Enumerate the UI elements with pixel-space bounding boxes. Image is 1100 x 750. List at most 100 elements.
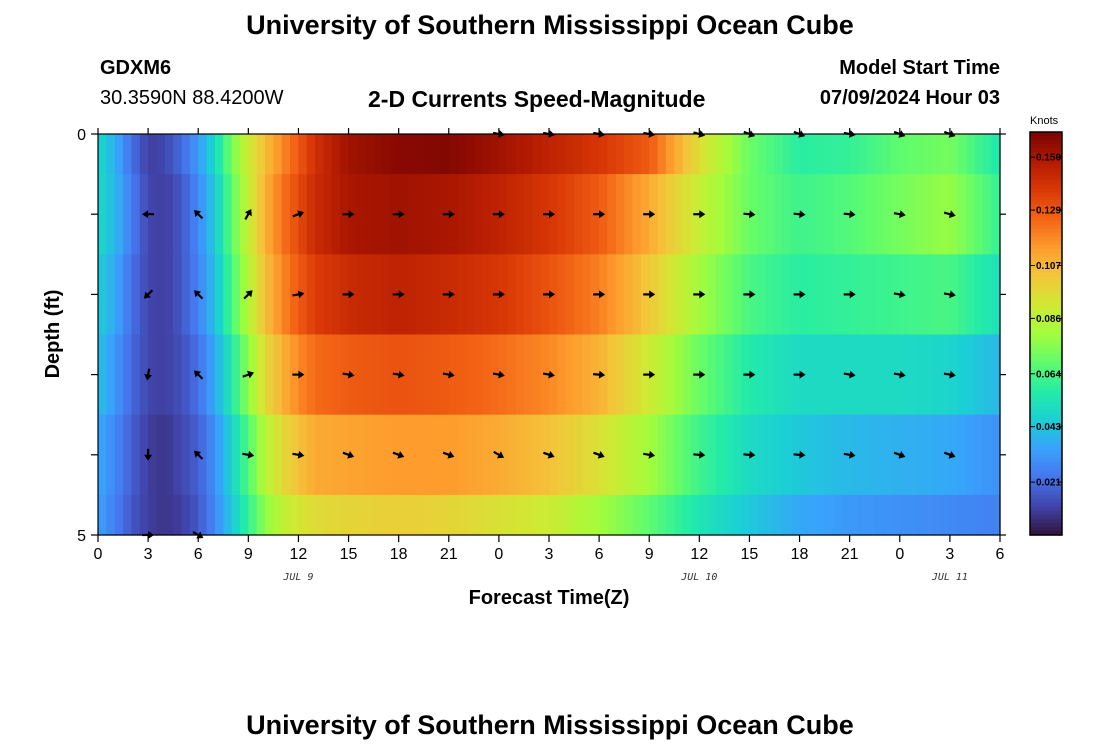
heatmap-cell: [774, 414, 784, 496]
heatmap-cell: [306, 134, 316, 175]
heatmap-cell: [123, 494, 133, 536]
heatmap-cell: [206, 254, 216, 336]
heatmap-cell: [899, 134, 909, 175]
heatmap-cell: [724, 334, 734, 416]
heatmap-cell: [373, 334, 383, 416]
heatmap-cell: [916, 134, 926, 175]
heatmap-cell: [958, 494, 968, 536]
colorbar-segment: [1030, 442, 1062, 447]
heatmap-cell: [540, 414, 550, 496]
current-vector: [793, 450, 806, 459]
colorbar-segment: [1030, 349, 1062, 355]
heatmap-cell: [114, 414, 124, 496]
heatmap-cell: [757, 414, 767, 496]
heatmap-cell: [816, 134, 826, 175]
heatmap-cell: [231, 494, 241, 536]
heatmap-cell: [306, 494, 316, 536]
heatmap-cell: [824, 254, 834, 336]
current-vector: [342, 210, 355, 219]
model-start-value: 07/09/2024 Hour 03: [819, 87, 1000, 109]
heatmap-cell: [858, 494, 867, 536]
vector-head: [749, 210, 756, 219]
heatmap-cell: [924, 134, 934, 175]
heatmap-cell: [707, 254, 717, 336]
heatmap-cell: [448, 134, 458, 175]
heatmap-cell: [599, 414, 609, 496]
heatmap-cell: [674, 334, 684, 416]
heatmap-cell: [123, 254, 133, 336]
heatmap-cell: [991, 254, 1001, 336]
colorbar-segment: [1030, 168, 1062, 173]
heatmap-cell: [206, 414, 216, 496]
heatmap-cell: [315, 134, 325, 175]
heatmap-cell: [265, 174, 274, 255]
heatmap-cell: [807, 494, 817, 536]
vector-head: [398, 210, 405, 219]
footer-title: University of Southern Mississippi Ocean…: [246, 710, 854, 740]
heatmap-cell: [883, 174, 893, 255]
y-tick-label: 0: [77, 127, 86, 144]
heatmap-cell: [490, 414, 500, 496]
heatmap-cell: [632, 494, 642, 536]
heatmap-cell: [206, 174, 216, 255]
heatmap-cell: [724, 174, 734, 255]
heatmap-cell: [983, 174, 993, 255]
heatmap-cell: [657, 174, 667, 255]
heatmap-cell: [582, 334, 592, 416]
heatmap-cell: [381, 174, 391, 255]
vector-head: [297, 210, 305, 218]
heatmap-cell: [916, 254, 926, 336]
heatmap-cell: [632, 334, 642, 416]
current-vector: [342, 451, 355, 459]
heatmap-cell: [657, 494, 667, 536]
heatmap-cell: [298, 134, 308, 175]
heatmap-cell: [966, 134, 976, 175]
current-vector: [292, 290, 305, 299]
heatmap-cell: [340, 414, 350, 496]
colorbar-segment: [1030, 365, 1062, 371]
heatmap-cell: [557, 174, 567, 255]
colorbar-segment: [1030, 305, 1062, 310]
heatmap-cell: [465, 494, 475, 536]
heatmap-cell: [256, 414, 266, 496]
heatmap-cell: [248, 494, 258, 536]
heatmap-cell: [123, 414, 133, 496]
vector-head: [699, 450, 706, 459]
current-vector: [943, 290, 956, 299]
vector-head: [648, 450, 656, 459]
heatmap-cell: [624, 174, 634, 255]
heatmap-cell: [774, 174, 784, 255]
heatmap-cell: [373, 494, 383, 536]
colorbar-segment: [1030, 264, 1062, 270]
heatmap-cell: [757, 174, 767, 255]
current-vector: [743, 450, 756, 459]
heatmap-cell: [874, 254, 884, 336]
heatmap-cell: [507, 414, 517, 496]
heatmap-cell: [331, 414, 341, 496]
colorbar-segment: [1030, 325, 1062, 331]
current-vector: [242, 370, 254, 379]
vector-head: [597, 451, 605, 459]
vector-head: [498, 290, 505, 299]
heatmap-cell: [198, 334, 208, 416]
heatmap-cell: [832, 174, 842, 255]
heatmap-cell: [883, 494, 893, 536]
heatmap-cell: [407, 254, 416, 336]
heatmap-cell: [265, 494, 274, 536]
heatmap-cell: [582, 134, 592, 175]
heatmap-cell: [665, 334, 675, 416]
heatmap-cell: [582, 254, 592, 336]
x-tick-label: 3: [945, 546, 954, 563]
colorbar-segment: [1030, 361, 1062, 367]
heatmap-cell: [682, 414, 692, 496]
heatmap-cell: [365, 494, 375, 536]
current-vector: [543, 290, 555, 299]
colorbar-segment: [1030, 293, 1062, 298]
heatmap-cell: [540, 494, 550, 536]
colorbar-segment: [1030, 260, 1062, 266]
heatmap-cell: [256, 494, 266, 536]
heatmap-cell: [398, 134, 408, 175]
heatmap-cell: [983, 134, 993, 175]
colorbar-segment: [1030, 160, 1062, 165]
current-vector: [943, 451, 956, 459]
